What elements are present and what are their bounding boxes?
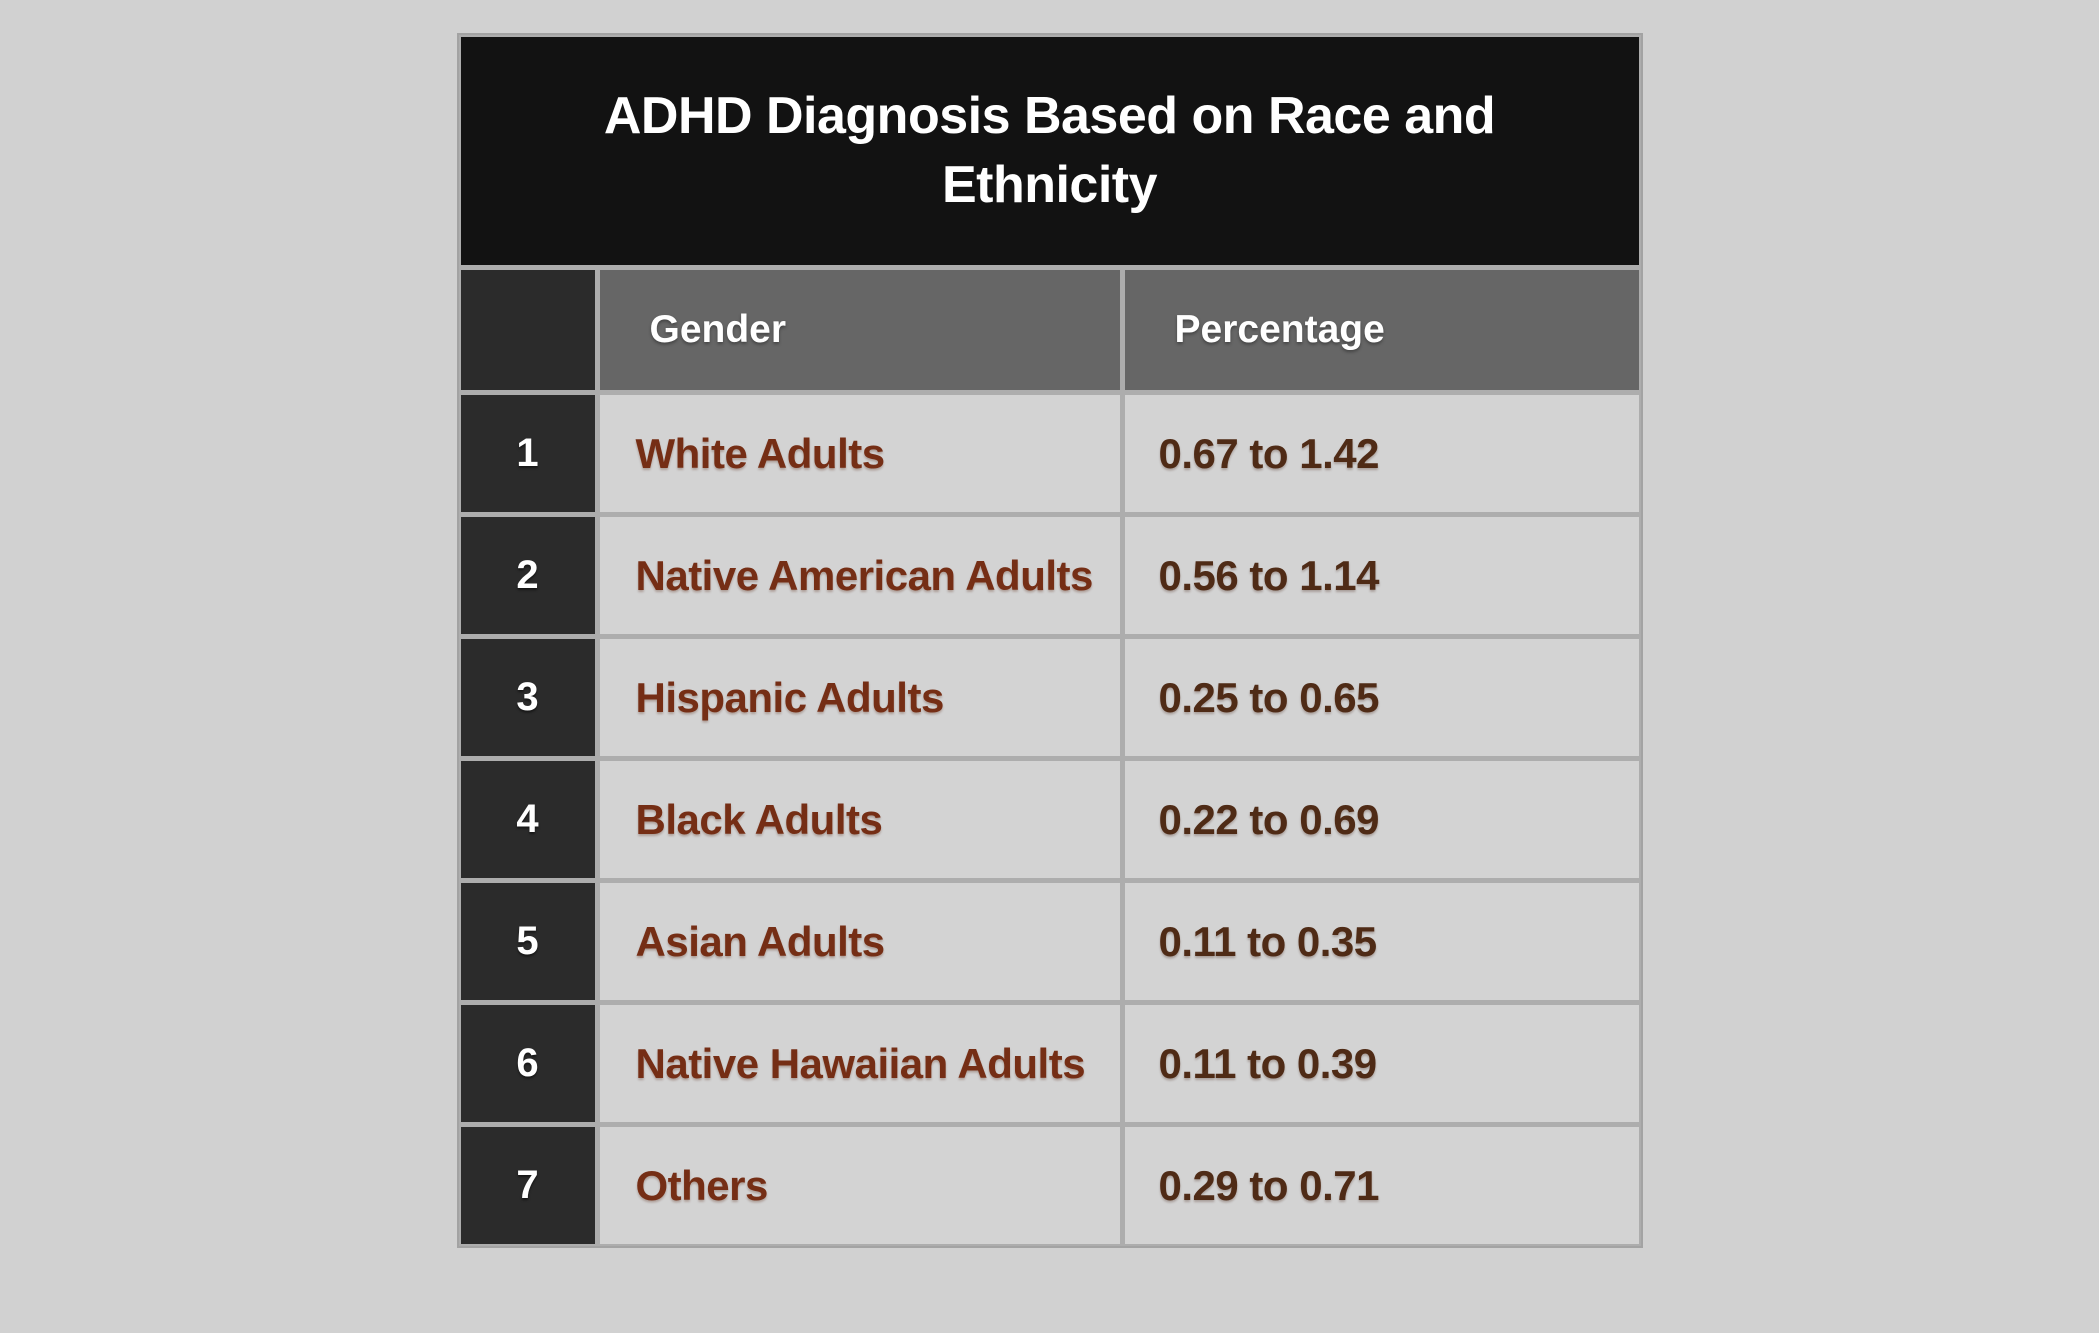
gender-cell: Native Hawaiian Adults xyxy=(599,1005,1120,1122)
row-number: 4 xyxy=(460,761,595,878)
column-header-percentage: Percentage xyxy=(1124,270,1639,390)
gender-cell: Native American Adults xyxy=(599,517,1120,634)
gender-cell: Others xyxy=(599,1127,1120,1244)
row-number: 5 xyxy=(460,883,595,1000)
percentage-cell: 0.22 to 0.69 xyxy=(1124,761,1639,878)
percentage-cell: 0.67 to 1.42 xyxy=(1124,395,1639,512)
row-number: 1 xyxy=(460,395,595,512)
row-number: 7 xyxy=(460,1127,595,1244)
row-number: 2 xyxy=(460,517,595,634)
table-title: ADHD Diagnosis Based on Race and Ethnici… xyxy=(460,37,1639,265)
table-title-line-2: Ethnicity xyxy=(941,156,1158,214)
gender-cell: White Adults xyxy=(599,395,1120,512)
percentage-cell: 0.56 to 1.14 xyxy=(1124,517,1639,634)
gender-cell: Black Adults xyxy=(599,761,1120,878)
percentage-cell: 0.11 to 0.39 xyxy=(1124,1005,1639,1122)
gender-cell: Asian Adults xyxy=(599,883,1120,1000)
table-title-line-1: ADHD Diagnosis Based on Race and xyxy=(603,87,1496,146)
adhd-diagnosis-table: ADHD Diagnosis Based on Race and Ethnici… xyxy=(456,33,1643,1248)
row-number: 3 xyxy=(460,639,595,756)
gender-cell: Hispanic Adults xyxy=(599,639,1120,756)
column-header-gender: Gender xyxy=(599,270,1120,390)
corner-header-cell xyxy=(460,270,595,390)
row-number: 6 xyxy=(460,1005,595,1122)
percentage-cell: 0.29 to 0.71 xyxy=(1124,1127,1639,1244)
percentage-cell: 0.11 to 0.35 xyxy=(1124,883,1639,1000)
percentage-cell: 0.25 to 0.65 xyxy=(1124,639,1639,756)
